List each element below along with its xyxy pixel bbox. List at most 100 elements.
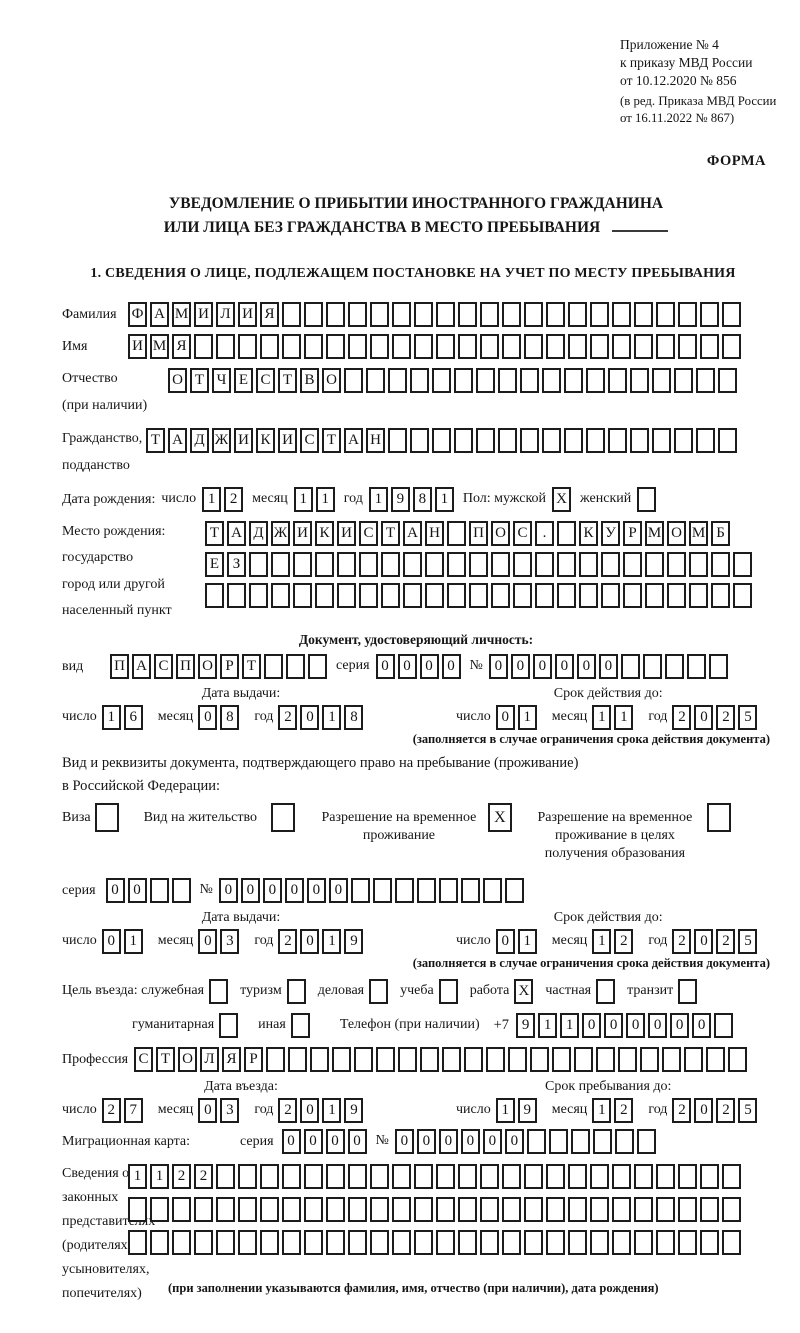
form-cell[interactable]: 0 bbox=[670, 1012, 690, 1038]
form-cell[interactable] bbox=[686, 654, 706, 679]
form-cell[interactable]: 0 bbox=[284, 877, 304, 903]
form-cell[interactable]: И bbox=[278, 428, 297, 454]
form-cell[interactable]: 1 bbox=[101, 705, 121, 730]
form-cell[interactable] bbox=[414, 1163, 433, 1189]
form-cell[interactable]: 5 bbox=[738, 1097, 758, 1123]
form-cell[interactable]: 2 bbox=[672, 1097, 692, 1123]
form-cell[interactable] bbox=[149, 877, 169, 903]
form-cell[interactable]: П bbox=[176, 654, 195, 679]
form-cell[interactable] bbox=[209, 978, 229, 1004]
form-cell[interactable] bbox=[480, 1229, 499, 1255]
form-cell[interactable] bbox=[711, 582, 730, 608]
form-cell[interactable] bbox=[238, 1229, 257, 1255]
form-cell[interactable]: 2 bbox=[716, 1097, 736, 1123]
form-cell[interactable] bbox=[436, 1196, 455, 1222]
form-cell[interactable] bbox=[348, 1163, 367, 1189]
form-cell[interactable] bbox=[645, 582, 664, 608]
form-cell[interactable] bbox=[708, 654, 728, 679]
form-cell[interactable]: З bbox=[227, 551, 246, 577]
form-cell[interactable] bbox=[711, 551, 730, 577]
form-cell[interactable] bbox=[172, 1229, 191, 1255]
form-cell[interactable]: Е bbox=[205, 551, 224, 577]
form-cell[interactable] bbox=[480, 302, 499, 328]
form-cell[interactable] bbox=[238, 1196, 257, 1222]
form-cell[interactable]: 9 bbox=[516, 1012, 536, 1038]
form-cell[interactable] bbox=[656, 1196, 675, 1222]
form-cell[interactable]: 0 bbox=[394, 1128, 414, 1154]
form-cell[interactable] bbox=[664, 654, 684, 679]
form-cell[interactable]: 0 bbox=[375, 654, 395, 679]
form-cell[interactable]: И bbox=[293, 520, 312, 546]
form-cell[interactable]: С bbox=[134, 1046, 153, 1072]
form-cell[interactable]: 0 bbox=[495, 928, 515, 954]
form-cell[interactable] bbox=[612, 302, 631, 328]
form-cell[interactable] bbox=[634, 1196, 653, 1222]
form-cell[interactable] bbox=[568, 1196, 587, 1222]
form-cell[interactable]: 0 bbox=[438, 1128, 458, 1154]
form-cell[interactable] bbox=[414, 334, 433, 360]
form-cell[interactable]: X bbox=[514, 978, 534, 1004]
form-cell[interactable] bbox=[458, 1229, 477, 1255]
form-cell[interactable]: Т bbox=[190, 368, 209, 394]
form-cell[interactable] bbox=[388, 428, 407, 454]
form-cell[interactable]: 2 bbox=[224, 486, 244, 512]
form-cell[interactable] bbox=[700, 1229, 719, 1255]
form-cell[interactable] bbox=[282, 302, 301, 328]
form-cell[interactable] bbox=[590, 1229, 609, 1255]
form-cell[interactable]: 0 bbox=[328, 877, 348, 903]
form-cell[interactable] bbox=[618, 1046, 637, 1072]
form-cell[interactable] bbox=[348, 302, 367, 328]
form-cell[interactable] bbox=[535, 582, 554, 608]
form-cell[interactable] bbox=[414, 302, 433, 328]
form-cell[interactable] bbox=[288, 1046, 307, 1072]
form-cell[interactable] bbox=[249, 582, 268, 608]
form-cell[interactable]: 0 bbox=[240, 877, 260, 903]
form-cell[interactable] bbox=[570, 1128, 590, 1154]
form-cell[interactable]: 7 bbox=[123, 1097, 143, 1123]
form-cell[interactable] bbox=[700, 334, 719, 360]
form-cell[interactable] bbox=[436, 302, 455, 328]
form-cell[interactable] bbox=[546, 1196, 565, 1222]
form-cell[interactable] bbox=[722, 334, 741, 360]
form-cell[interactable] bbox=[586, 368, 605, 394]
form-cell[interactable]: 1 bbox=[517, 705, 537, 730]
form-cell[interactable] bbox=[194, 334, 213, 360]
form-cell[interactable]: К bbox=[256, 428, 275, 454]
form-cell[interactable]: 1 bbox=[322, 1097, 342, 1123]
form-cell[interactable]: Ч bbox=[212, 368, 231, 394]
form-cell[interactable]: Б bbox=[711, 520, 730, 546]
form-cell[interactable] bbox=[216, 1229, 235, 1255]
form-cell[interactable] bbox=[706, 803, 731, 832]
form-cell[interactable] bbox=[348, 1229, 367, 1255]
form-cell[interactable]: 1 bbox=[434, 486, 454, 512]
form-cell[interactable] bbox=[700, 302, 719, 328]
form-cell[interactable] bbox=[568, 302, 587, 328]
form-cell[interactable]: И bbox=[194, 302, 213, 328]
form-cell[interactable] bbox=[480, 1163, 499, 1189]
form-cell[interactable]: А bbox=[344, 428, 363, 454]
form-cell[interactable] bbox=[392, 1196, 411, 1222]
form-cell[interactable] bbox=[502, 1196, 521, 1222]
form-cell[interactable] bbox=[454, 368, 473, 394]
form-cell[interactable]: 3 bbox=[220, 928, 240, 954]
form-cell[interactable]: В bbox=[300, 368, 319, 394]
form-cell[interactable]: 0 bbox=[694, 1097, 714, 1123]
form-cell[interactable] bbox=[674, 368, 693, 394]
form-cell[interactable] bbox=[304, 1196, 323, 1222]
form-cell[interactable] bbox=[194, 1196, 213, 1222]
form-cell[interactable]: Т bbox=[322, 428, 341, 454]
form-cell[interactable]: Д bbox=[249, 520, 268, 546]
form-cell[interactable] bbox=[557, 520, 576, 546]
form-cell[interactable]: 0 bbox=[626, 1012, 646, 1038]
form-cell[interactable] bbox=[630, 428, 649, 454]
form-cell[interactable] bbox=[315, 582, 334, 608]
form-cell[interactable] bbox=[370, 302, 389, 328]
form-cell[interactable]: 5 bbox=[738, 928, 758, 954]
form-cell[interactable]: 0 bbox=[306, 877, 326, 903]
form-cell[interactable] bbox=[557, 551, 576, 577]
form-cell[interactable]: О bbox=[168, 368, 187, 394]
form-cell[interactable] bbox=[524, 302, 543, 328]
form-cell[interactable]: 2 bbox=[716, 928, 736, 954]
form-cell[interactable] bbox=[722, 1229, 741, 1255]
form-cell[interactable] bbox=[546, 1229, 565, 1255]
